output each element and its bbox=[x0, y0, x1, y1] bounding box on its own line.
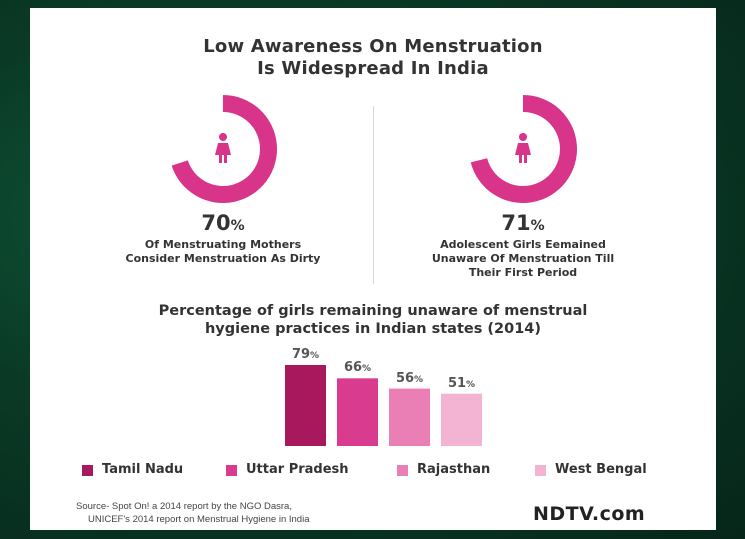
infographic-card: Low Awareness On Menstruation Is Widespr… bbox=[30, 8, 716, 530]
stat-desc-girls: Adolescent Girls Eemained Unaware Of Men… bbox=[373, 238, 673, 280]
bar-value-label: 51% bbox=[441, 372, 482, 391]
chart-title-line-1: Percentage of girls remaining unaware of… bbox=[158, 303, 588, 319]
bar-value-unit: % bbox=[362, 364, 372, 375]
legend-label: West Bengal bbox=[555, 462, 647, 477]
stat-desc-line: Unaware Of Menstruation Till bbox=[431, 252, 615, 265]
source-line-1: Source- Spot On! a 2014 report by the NG… bbox=[76, 501, 292, 512]
stat-value-girls: 71% bbox=[373, 211, 673, 235]
bar-value-number: 66 bbox=[343, 360, 363, 376]
legend-label: Rajasthan bbox=[417, 462, 491, 477]
bar-rajasthan bbox=[389, 388, 430, 446]
bar-uttar-pradesh bbox=[337, 378, 378, 446]
bar-value-unit: % bbox=[414, 374, 424, 385]
bar-chart bbox=[285, 365, 482, 446]
source-note: Source- Spot On! a 2014 report by the NG… bbox=[76, 500, 309, 526]
title-line-2: Is Widespread In India bbox=[257, 58, 489, 79]
woman-icon bbox=[515, 133, 531, 163]
donut-chart-mothers bbox=[171, 95, 277, 203]
bar-value-unit: % bbox=[310, 351, 320, 361]
stat-desc-line: Of Menstruating Mothers bbox=[144, 238, 302, 251]
donut-arc-mothers bbox=[171, 95, 277, 203]
legend-swatch bbox=[226, 465, 237, 476]
bar-value-unit: % bbox=[466, 379, 476, 390]
stat-desc-line: Their First Period bbox=[468, 266, 578, 279]
page-title: Low Awareness On Menstruation Is Widespr… bbox=[30, 36, 716, 80]
legend-swatch bbox=[397, 465, 408, 476]
woman-icon bbox=[215, 133, 231, 163]
legend-label: Tamil Nadu bbox=[102, 462, 184, 477]
title-line-1: Low Awareness On Menstruation bbox=[203, 36, 543, 57]
chart-title-line-2: hygiene practices in Indian states (2014… bbox=[204, 321, 542, 337]
stat-desc-line: Adolescent Girls Eemained bbox=[440, 238, 606, 251]
source-line-2: UNICEF's 2014 report on Menstrual Hygien… bbox=[88, 514, 310, 525]
legend-swatch bbox=[82, 465, 93, 476]
stat-desc-line: Consider Menstruation As Dirty bbox=[125, 252, 321, 265]
ndtv-logo: NDTV.com bbox=[533, 503, 646, 525]
stat-unit: % bbox=[530, 218, 545, 234]
bar-value-label: 66% bbox=[337, 356, 378, 375]
stat-desc-mothers: Of Menstruating Mothers Consider Menstru… bbox=[73, 238, 373, 266]
stat-number: 70 bbox=[201, 211, 231, 235]
bar-tamil-nadu bbox=[285, 365, 326, 446]
legend-swatch bbox=[535, 465, 546, 476]
donut-chart-girls bbox=[470, 95, 577, 203]
bar-west-bengal bbox=[441, 393, 482, 446]
donut-arc-girls bbox=[470, 95, 577, 203]
bar-value-number: 79 bbox=[291, 347, 311, 362]
stat-unit: % bbox=[230, 218, 245, 234]
stat-number: 71 bbox=[501, 211, 531, 235]
stat-value-mothers: 70% bbox=[73, 211, 373, 235]
bar-value-label: 79% bbox=[285, 343, 326, 362]
bar-value-label: 56% bbox=[389, 367, 430, 386]
stats-divider bbox=[373, 106, 374, 284]
legend-label: Uttar Pradesh bbox=[246, 462, 349, 477]
bar-value-number: 51 bbox=[447, 375, 467, 391]
chart-title: Percentage of girls remaining unaware of… bbox=[30, 302, 716, 338]
bar-value-number: 56 bbox=[395, 370, 415, 386]
